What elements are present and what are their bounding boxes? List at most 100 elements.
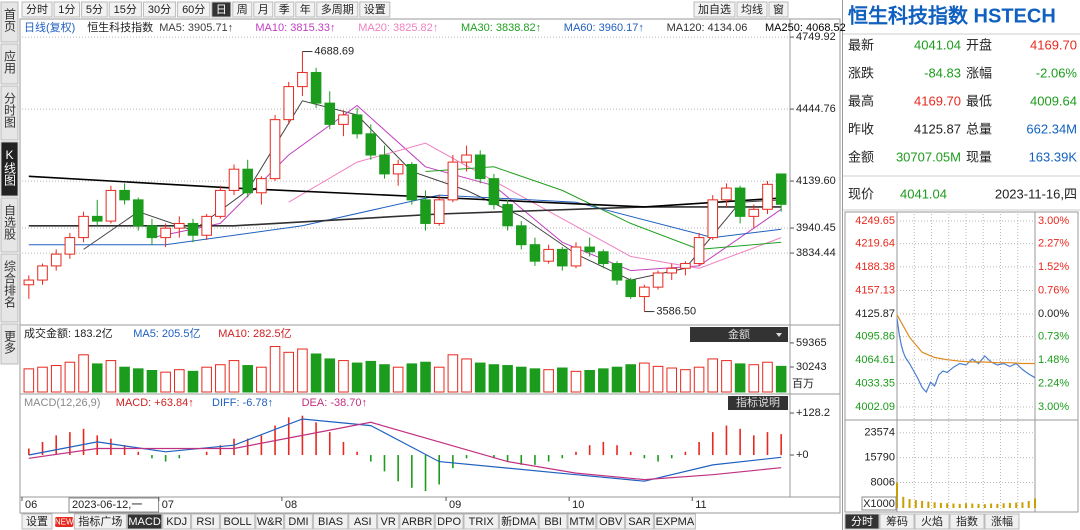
indicator-tab[interactable] (162, 513, 192, 530)
toolbar-button[interactable] (232, 1, 253, 18)
side-tab-label[interactable]: 火焰 (921, 514, 943, 528)
indicator-tab-label[interactable]: RSI (196, 516, 214, 528)
toolbar-label[interactable]: 季 (279, 3, 290, 16)
sidebar-label[interactable]: 自选股 (3, 204, 17, 241)
indicator-tab[interactable] (498, 513, 539, 530)
toolbar-label[interactable]: 窗 (773, 2, 784, 16)
indicator-tab[interactable] (255, 513, 285, 530)
toolbar-label[interactable]: 多周期 (321, 2, 354, 16)
sidebar-label[interactable]: 综合排名 (3, 260, 17, 308)
indicator-tab[interactable] (596, 513, 626, 530)
side-tab[interactable] (949, 513, 985, 530)
toolbar-label[interactable]: 设置 (364, 3, 386, 16)
sidebar-label[interactable]: 首页 (3, 8, 17, 33)
side-tab-label[interactable]: 分时 (851, 515, 873, 528)
indicator-tab-label[interactable]: W&R (257, 516, 283, 528)
indicator-tab-label[interactable]: TRIX (469, 516, 495, 528)
toolbar-label[interactable]: 1分 (58, 3, 75, 16)
side-tab-label[interactable]: 涨幅 (991, 515, 1013, 528)
indicator-tab[interactable] (284, 513, 313, 530)
toolbar-button[interactable] (693, 1, 736, 18)
indicator-tab-label[interactable]: 设置 (26, 515, 48, 528)
selector-arrow[interactable] (776, 333, 782, 337)
sidebar-tab[interactable] (0, 85, 19, 141)
toolbar-button[interactable] (274, 1, 295, 18)
toolbar-button[interactable] (53, 1, 81, 18)
toolbar-button[interactable] (142, 1, 177, 18)
indicator-tab[interactable] (399, 513, 435, 530)
toolbar-button[interactable] (359, 1, 391, 18)
indicator-tab-label[interactable]: KDJ (166, 516, 187, 528)
indicator-tab[interactable] (219, 513, 256, 530)
toolbar-label[interactable]: 60分 (182, 3, 205, 16)
toolbar-label[interactable]: 加自选 (698, 3, 731, 16)
toolbar-label[interactable]: 年 (300, 2, 311, 16)
side-tab[interactable] (844, 513, 880, 530)
sidebar-tab[interactable] (0, 1, 19, 43)
sidebar-tab[interactable] (0, 253, 19, 323)
sidebar-label[interactable]: 更多 (3, 330, 17, 355)
toolbar-button[interactable] (177, 1, 211, 18)
toolbar-label[interactable]: 周 (237, 3, 248, 16)
indicator-tab[interactable] (312, 513, 349, 530)
indicator-tab[interactable] (73, 513, 127, 530)
toolbar-button[interactable] (211, 1, 232, 18)
selector-box[interactable] (690, 327, 788, 342)
indicator-tab[interactable] (434, 513, 464, 530)
indicator-tab-label[interactable]: 新DMA (501, 514, 537, 528)
indicator-tab[interactable] (653, 513, 696, 530)
toolbar-button[interactable] (253, 1, 274, 18)
indicator-tab[interactable] (463, 513, 499, 530)
info-button-label[interactable]: 指标说明 (736, 395, 780, 409)
indicator-tab-label[interactable]: SAR (628, 516, 651, 528)
toolbar-label[interactable]: 月 (258, 4, 269, 16)
indicator-tab-label[interactable]: BOLL (224, 516, 252, 528)
indicator-tab[interactable] (191, 513, 220, 530)
sidebar-tab[interactable] (0, 197, 19, 253)
indicator-tab-label[interactable]: BBI (544, 516, 562, 528)
indicator-tab[interactable] (126, 513, 163, 530)
toolbar-button[interactable] (21, 1, 53, 18)
toolbar-button[interactable] (108, 1, 142, 18)
indicator-tab-label[interactable]: MACD (128, 516, 160, 528)
selector-label[interactable]: 金额 (728, 327, 750, 341)
indicator-tab[interactable] (377, 513, 400, 530)
indicator-tab[interactable] (625, 513, 654, 530)
indicator-tab[interactable] (567, 513, 597, 530)
sidebar-tab[interactable] (0, 141, 19, 197)
sidebar-label[interactable]: 分时图 (3, 92, 17, 128)
indicator-tab-label[interactable]: OBV (599, 516, 623, 528)
toolbar-button[interactable] (316, 1, 359, 18)
indicator-tab[interactable] (21, 513, 53, 530)
toolbar-button[interactable] (81, 1, 108, 18)
indicator-tab[interactable] (538, 513, 568, 530)
sidebar-label[interactable]: K线图 (3, 148, 17, 186)
side-tab-label[interactable]: 指数 (956, 514, 978, 528)
toolbar-button[interactable] (736, 1, 768, 18)
sidebar-label[interactable]: 应用 (3, 49, 17, 75)
info-button[interactable] (728, 396, 788, 410)
indicator-tab-label[interactable]: ASI (354, 516, 372, 528)
indicator-tab-label[interactable]: EXPMA (656, 516, 695, 528)
side-tab[interactable] (914, 513, 950, 530)
indicator-tab-label[interactable]: VR (381, 516, 396, 528)
toolbar-label[interactable]: 分时 (26, 3, 48, 16)
side-tab[interactable] (879, 513, 915, 530)
side-tab[interactable] (984, 513, 1020, 530)
side-tab-label[interactable]: 筹码 (886, 514, 908, 528)
sidebar-tab[interactable] (0, 43, 19, 85)
indicator-tab-label[interactable]: DPO (437, 516, 461, 528)
toolbar-label[interactable]: 15分 (114, 3, 137, 16)
indicator-tab-label[interactable]: 指标广场 (78, 514, 122, 528)
toolbar-label[interactable]: 30分 (148, 3, 171, 16)
indicator-tab-label[interactable]: ARBR (402, 516, 433, 528)
toolbar-label[interactable]: 5分 (86, 3, 103, 16)
toolbar-label[interactable]: 日 (216, 4, 227, 16)
indicator-tab-label[interactable]: DMI (288, 516, 308, 528)
indicator-tab[interactable] (348, 513, 378, 530)
toolbar-button[interactable] (295, 1, 316, 18)
toolbar-button[interactable] (768, 1, 789, 18)
toolbar-label[interactable]: 均线 (741, 2, 763, 16)
indicator-tab-label[interactable]: BIAS (318, 516, 343, 528)
sidebar-tab[interactable] (0, 323, 19, 365)
